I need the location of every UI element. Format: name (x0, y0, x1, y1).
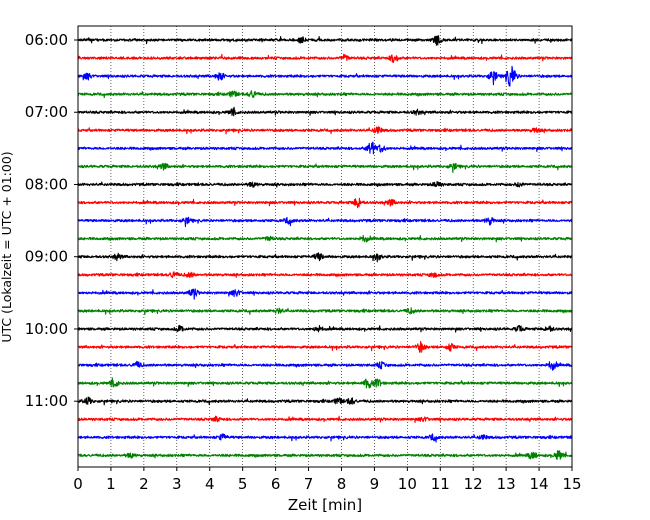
trace-line (77, 271, 573, 279)
trace-line (77, 252, 573, 263)
trace-line (77, 307, 573, 316)
trace-line (77, 106, 573, 117)
trace-group (77, 34, 573, 460)
trace-line (77, 340, 573, 353)
y-tick-label: 10:00 (25, 320, 68, 338)
plot-frame (77, 25, 573, 468)
trace-line (77, 234, 573, 243)
trace-line (77, 377, 573, 389)
x-tick-label: 4 (205, 475, 215, 493)
trace-line (77, 450, 573, 460)
trace-line (77, 360, 573, 371)
trace-line (77, 216, 573, 228)
trace-line (77, 34, 573, 46)
x-axis: 0 1 2 3 4 5 6 7 8 9 10 11 12 13 14 15 (73, 467, 582, 493)
trace-line (77, 433, 573, 443)
x-tick-label: 9 (370, 475, 380, 493)
trace-line (77, 396, 573, 406)
trace-line (77, 288, 573, 300)
x-tick-label: 11 (431, 475, 450, 493)
x-tick-label: 13 (497, 475, 516, 493)
x-tick-label: 6 (271, 475, 281, 493)
x-tick-label: 7 (304, 475, 314, 493)
trace-line (77, 197, 573, 209)
x-tick-label: 8 (337, 475, 347, 493)
x-tick-label: 14 (530, 475, 549, 493)
y-tick-label: 06:00 (25, 31, 68, 49)
y-axis: 06:00 07:00 08:00 09:00 10:00 11:00 (25, 31, 78, 410)
x-tick-label: 1 (106, 475, 116, 493)
x-tick-label: 3 (172, 475, 182, 493)
trace-line (77, 324, 573, 333)
x-tick-label: 12 (464, 475, 483, 493)
trace-line (77, 53, 573, 64)
trace-line (77, 90, 573, 99)
trace-line (77, 180, 573, 188)
x-tick-label: 15 (562, 475, 581, 493)
trace-line (77, 141, 573, 155)
y-axis-label: UTC (Lokalzeit = UTC + 01:00) (0, 151, 14, 342)
x-axis-label: Zeit [min] (288, 496, 362, 514)
trace-line (77, 65, 573, 87)
y-tick-label: 09:00 (25, 248, 68, 266)
x-tick-label: 5 (238, 475, 248, 493)
x-tick-label: 0 (73, 475, 83, 493)
trace-line (77, 162, 573, 174)
trace-line (77, 126, 573, 135)
y-tick-label: 11:00 (25, 392, 68, 410)
x-tick-label: 2 (139, 475, 149, 493)
y-tick-label: 07:00 (25, 103, 68, 121)
x-tick-label: 10 (398, 475, 417, 493)
y-tick-label: 08:00 (25, 175, 68, 193)
trace-line (77, 415, 573, 423)
